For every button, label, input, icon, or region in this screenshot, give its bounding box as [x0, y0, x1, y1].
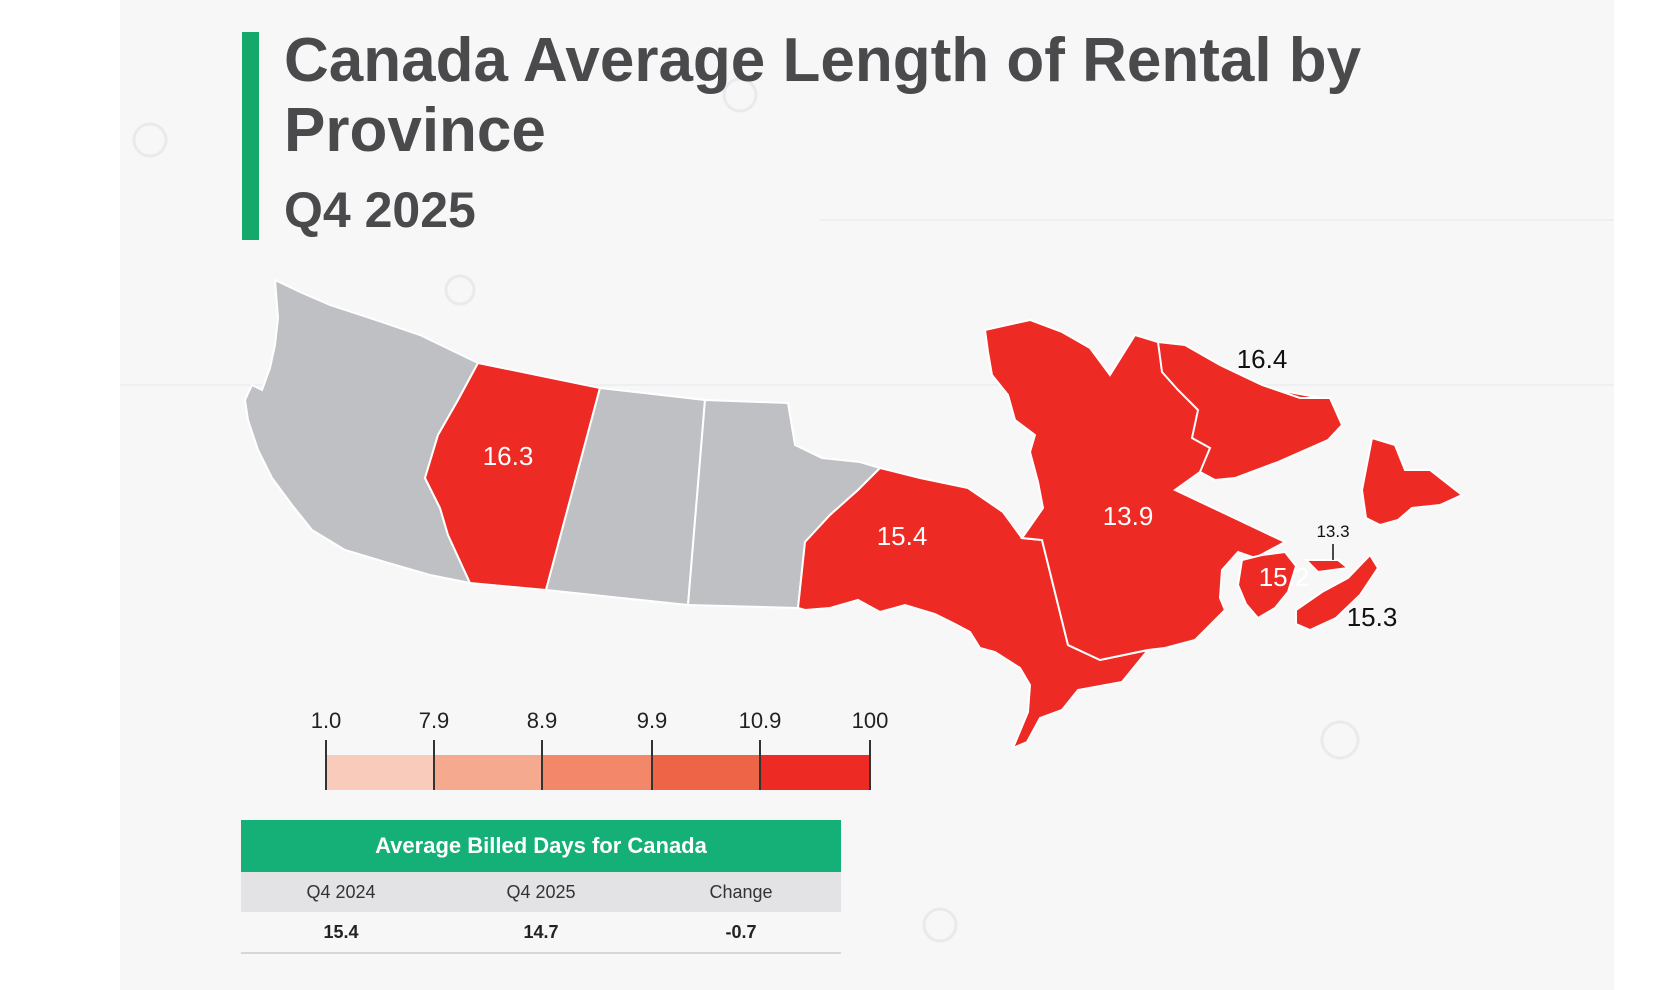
- column-header: Q4 2024: [306, 882, 376, 902]
- summary-table: Average Billed Days for Canada Q4 2024 Q…: [241, 820, 841, 954]
- legend-break-label: 1.0: [310, 708, 342, 733]
- legend-tick: [325, 740, 327, 790]
- page-title: Canada Average Length of Rental by Provi…: [284, 26, 1362, 165]
- label-ontario: 15.4: [877, 521, 928, 551]
- legend-swatch-4: [652, 755, 760, 790]
- value-cell: 14.7: [523, 922, 559, 942]
- legend-swatch-5: [760, 755, 870, 790]
- value-cell: 15.4: [323, 922, 359, 942]
- summary-table-value-row: 15.4 14.7 -0.7: [241, 912, 841, 954]
- province-newfoundland-island[interactable]: [1360, 436, 1464, 527]
- province-newfoundland-labrador[interactable]: [1156, 340, 1344, 482]
- label-nova-scotia: 15.3: [1347, 602, 1398, 632]
- province-nova-scotia[interactable]: [1295, 553, 1380, 632]
- legend-break-label: 7.9: [418, 708, 450, 733]
- label-alberta: 16.3: [483, 441, 534, 471]
- color-scale-legend: 1.0 7.9 8.9 9.9 10.9 100: [310, 708, 888, 790]
- legend-swatch-1: [326, 755, 434, 790]
- hudson-bay: [985, 455, 1035, 538]
- province-british-columbia[interactable]: [243, 278, 480, 585]
- summary-table-header-row: Q4 2024 Q4 2025 Change: [241, 872, 841, 912]
- value-cell: -0.7: [725, 922, 757, 942]
- legend-swatch-2: [434, 755, 542, 790]
- legend-tick: [869, 740, 871, 790]
- label-quebec: 13.9: [1103, 501, 1154, 531]
- summary-table-heading: Average Billed Days for Canada: [241, 820, 841, 872]
- province-prince-edward-island[interactable]: [1303, 559, 1351, 574]
- legend-tick: [433, 740, 435, 790]
- legend-tick: [541, 740, 543, 790]
- page-subtitle: Q4 2025: [284, 182, 476, 238]
- legend-break-label: 10.9: [738, 708, 782, 733]
- province-new-brunswick[interactable]: [1236, 550, 1298, 620]
- label-prince-edward-island: 13.3: [1316, 522, 1349, 541]
- legend-swatch-3: [542, 755, 652, 790]
- legend-tick: [759, 740, 761, 790]
- legend-break-label: 8.9: [526, 708, 558, 733]
- legend-tick: [651, 740, 653, 790]
- label-new-brunswick: 15.2: [1259, 562, 1310, 592]
- title-accent-bar: [242, 32, 259, 240]
- legend-break-label: 9.9: [636, 708, 668, 733]
- column-header: Q4 2025: [506, 882, 576, 902]
- column-header: Change: [709, 882, 773, 902]
- label-newfoundland-labrador: 16.4: [1237, 344, 1288, 374]
- legend-break-label: 100: [851, 708, 889, 733]
